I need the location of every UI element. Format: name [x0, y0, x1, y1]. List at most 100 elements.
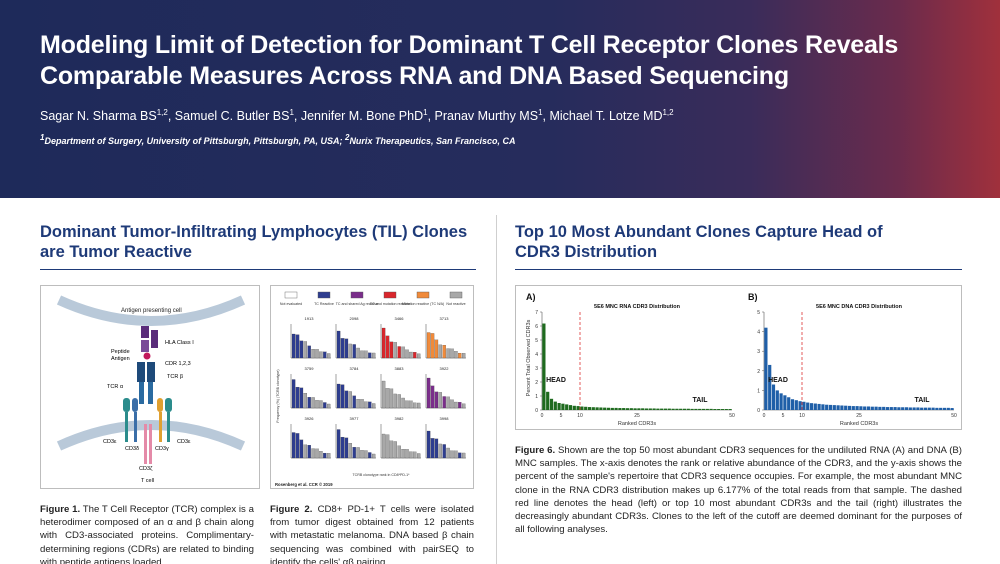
legend-swatch — [317, 291, 331, 299]
author-name: Sagar N. Sharma BS — [40, 109, 157, 124]
cd3-gamma-stem — [159, 412, 162, 442]
clonotype-bar — [430, 438, 435, 459]
cd3-epsilon-2 — [165, 398, 172, 412]
clonotype-bar — [462, 403, 466, 409]
section-title-til: Dominant Tumor-Infiltrating Lymphocytes … — [40, 223, 468, 261]
panel-letter: B) — [748, 292, 758, 302]
legend-label: Not reactive — [446, 302, 465, 306]
chart-title: 5E6 MNC RNA CDR3 Distribution — [594, 304, 681, 310]
cdr3-bar — [863, 406, 867, 410]
cdr3-bar — [844, 405, 848, 410]
cdr3-bar — [912, 407, 916, 410]
clonotype-bar — [360, 350, 364, 359]
panel-id: 1913 — [305, 316, 315, 321]
cdr3-bar — [614, 407, 618, 410]
author-name: Michael T. Lotze MD — [549, 109, 663, 124]
clonotype-bar — [385, 388, 390, 409]
panel-id: 3883 — [395, 366, 405, 371]
cdr3-bar — [641, 408, 645, 410]
panel-id: 3982 — [395, 416, 405, 421]
cdr3-bar — [690, 408, 694, 410]
clonotype-bar — [307, 345, 311, 359]
cdr3-bar — [942, 407, 947, 410]
panel-letter: A) — [526, 292, 536, 302]
tcr-diagram-svg: Antigen presenting cell HLA Class I Pept… — [56, 295, 246, 484]
clonotype-bar — [291, 432, 296, 459]
clonotype-bar — [340, 384, 345, 409]
cdr3-bar — [908, 407, 912, 410]
clonotype-bar — [319, 351, 323, 359]
cd3-delta — [132, 398, 138, 412]
clonotype-bar — [352, 447, 356, 459]
apc-label: Antigen presenting cell — [121, 308, 182, 314]
tcr-beta-stem — [148, 382, 153, 404]
clonotype-bar — [417, 402, 421, 409]
clonotype-bar — [434, 391, 439, 409]
legend-swatch — [416, 291, 430, 299]
cdr3-bar — [652, 408, 656, 410]
clonotype-bar — [381, 380, 386, 409]
clonotype-bar — [397, 445, 401, 459]
cdr3-bar — [935, 407, 939, 410]
clonotype-bar — [389, 388, 394, 409]
cd3-zeta-2 — [149, 424, 152, 464]
cdr3-bar — [561, 403, 565, 410]
clonotype-bar — [430, 333, 435, 359]
clonotype-bar — [368, 352, 372, 359]
clonotype-bar — [307, 397, 311, 409]
antigen-label: Antigen — [111, 356, 130, 362]
cdr3-bar — [728, 409, 732, 410]
clonotype-bar — [434, 339, 439, 359]
clonotype-bar — [295, 386, 300, 409]
clonotype-bar — [438, 344, 442, 359]
cdr3-bar — [679, 408, 683, 410]
cdr3-bar — [698, 408, 702, 410]
peptide-label: Peptide — [111, 349, 130, 355]
cdr3-bar — [587, 407, 592, 410]
figure-6-cdr3-distributions: Percent Total Observed CDR3s A) 5E6 MNC RN… — [515, 285, 962, 430]
clonotype-bar — [371, 453, 376, 459]
clonotype-bar — [368, 401, 372, 409]
clonotype-bar — [450, 348, 454, 359]
clonotype-bar — [356, 447, 360, 459]
tcr-alpha — [137, 362, 145, 382]
clonotype-bar — [326, 453, 331, 459]
cdr3-bar — [625, 408, 630, 410]
cdr3-bar — [787, 397, 791, 410]
clonotype-bar — [311, 349, 315, 359]
cdr3-bar — [840, 405, 844, 410]
cdr3-bar — [667, 408, 671, 410]
author-name: Samuel C. Butler BS — [174, 109, 290, 124]
y-tick-label: 2 — [535, 380, 538, 386]
cdr3-bar — [775, 390, 779, 410]
clonotype-bar — [315, 349, 319, 359]
clonotype-bar — [323, 452, 327, 459]
fig6-y-label: Percent Total Observed CDR3s — [526, 319, 532, 396]
clonotype-bar — [397, 346, 401, 359]
right-column: Top 10 Most Abundant Clones Capture Head… — [515, 222, 962, 270]
clonotype-bar — [360, 450, 364, 459]
cdr3-bar — [825, 404, 829, 410]
cdr3-bar — [633, 408, 637, 410]
clonotype-bar — [401, 449, 405, 459]
cdr3-bar — [648, 408, 652, 410]
panel-id: 2098 — [350, 316, 360, 321]
cdr3-bar — [920, 407, 924, 410]
clonotype-bar — [303, 341, 308, 359]
cd3-epsilon-1-stem — [125, 412, 128, 442]
cdr3-bar — [771, 384, 776, 410]
poster-header: Modeling Limit of Detection for Dominant… — [0, 0, 1000, 198]
cdr3-bar — [764, 327, 768, 410]
clonotype-bar — [417, 353, 421, 359]
clonotype-bar — [462, 452, 466, 459]
cdr3-bar — [595, 407, 599, 410]
section-rule — [515, 269, 962, 270]
cdr3-bar — [606, 407, 611, 410]
cd3d-label: CD3δ — [125, 446, 139, 452]
clonotype-bar — [446, 396, 450, 409]
clonotype-bar — [450, 450, 454, 459]
cdr3-bar — [802, 401, 806, 410]
clonotype-bar — [299, 387, 304, 409]
cdr3-bar — [836, 405, 840, 410]
tcr-alpha-stem — [139, 382, 144, 404]
